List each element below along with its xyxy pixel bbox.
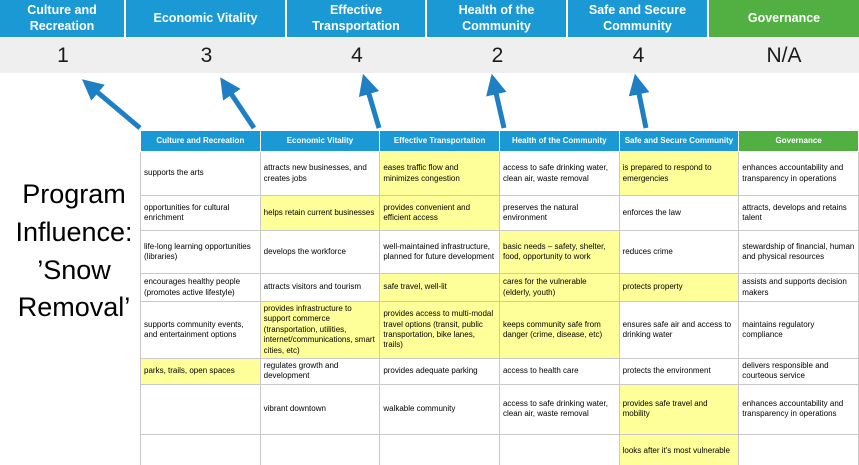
arrow-icon (81, 79, 142, 130)
matrix-header-row: Culture and Recreation Economic Vitality E… (140, 130, 859, 152)
table-cell: provides infrastructure to support comme… (259, 301, 381, 359)
table-row: parks, trails, open spaces regulates grow… (140, 357, 859, 385)
table-cell: provides adequate parking (379, 357, 500, 385)
influence-matrix: Culture and Recreation Economic Vitality E… (140, 130, 859, 465)
table-cell: attracts, develops and retains talent (738, 195, 859, 231)
table-cell: provides safe travel and mobility (618, 383, 740, 435)
table-cell (738, 433, 859, 465)
table-cell: vibrant downtown (259, 383, 381, 435)
table-cell: attracts visitors and tourism (259, 273, 381, 302)
table-cell: protects property (618, 273, 740, 302)
table-row: encourages healthy people (promotes acti… (140, 273, 859, 302)
table-cell: stewardship of financial, human and phys… (738, 230, 859, 274)
table-cell (140, 433, 261, 465)
summary-score-2: 4 (351, 43, 363, 67)
table-row: vibrant downtown walkable community access… (140, 383, 859, 435)
table-cell: regulates growth and development (259, 357, 381, 385)
matrix-header-2: Effective Transportation (379, 130, 500, 152)
table-cell: is prepared to respond to emergencies (618, 151, 740, 196)
table-row: supports the arts attracts new businesses… (140, 151, 859, 196)
table-cell: eases traffic flow and minimizes congest… (379, 151, 500, 196)
table-cell: maintains regulatory compliance (738, 301, 859, 359)
table-cell: keeps community safe from danger (crime,… (498, 301, 620, 359)
table-cell: provides access to multi-modal travel op… (379, 301, 500, 359)
table-cell: preserves the natural environment (498, 195, 620, 231)
table-cell: parks, trails, open spaces (140, 357, 261, 385)
summary-header-2: Effective Transportation (287, 0, 427, 37)
table-cell: looks after it's most vulnerable (618, 433, 740, 465)
table-cell (140, 383, 261, 435)
summary-score-3: 2 (491, 43, 504, 67)
table-cell: encourages healthy people (promotes acti… (140, 273, 261, 302)
arrow-icon (628, 73, 650, 129)
table-cell: enforces the law (618, 195, 740, 231)
table-cell: supports community events, and entertain… (140, 301, 261, 359)
table-row: opportunities for cultural enrichment hel… (140, 195, 859, 231)
table-cell: attracts new businesses, and creates job… (259, 151, 381, 196)
table-cell (498, 433, 620, 465)
table-cell: ensures safe air and access to drinking … (618, 301, 740, 359)
table-cell (379, 433, 500, 465)
matrix-header-0: Culture and Recreation (140, 130, 261, 152)
table-cell: basic needs – safety, shelter, food, opp… (498, 230, 620, 274)
summary-score-0: 1 (57, 43, 69, 67)
table-cell: well-maintained infrastructure, planned … (379, 230, 500, 274)
table-cell: access to safe drinking water, clean air… (498, 383, 620, 435)
table-cell: safe travel, well-lit (379, 273, 500, 302)
summary-score-4: 4 (632, 43, 645, 67)
arrow-icon (358, 73, 382, 129)
table-row: supports community events, and entertain… (140, 301, 859, 359)
table-cell: enhances accountability and transparency… (738, 383, 859, 435)
table-row: life-long learning opportunities (librar… (140, 230, 859, 274)
matrix-header-1: Economic Vitality (259, 130, 381, 152)
table-cell: access to safe drinking water, clean air… (498, 151, 620, 196)
table-cell: enhances accountability and transparency… (738, 151, 859, 196)
summary-header-row: Culture and Recreation Economic Vitality E… (0, 0, 859, 37)
table-cell: assists and supports decision makers (738, 273, 859, 302)
table-cell: supports the arts (140, 151, 261, 196)
summary-header-0: Culture and Recreation (0, 0, 126, 37)
table-cell: delivers responsible and courteous servi… (738, 357, 859, 385)
summary-score-5: N/A (766, 43, 802, 67)
table-cell: walkable community (379, 383, 500, 435)
matrix-header-3: Health of the Community (498, 130, 620, 152)
table-cell: cares for the vulnerable (elderly, youth… (498, 273, 620, 302)
table-cell: provides convenient and efficient access (379, 195, 500, 231)
matrix-header-4: Safe and Secure Community (618, 130, 740, 152)
table-cell: protects the environment (618, 357, 740, 385)
arrow-icon (486, 73, 507, 129)
summary-score-row: 1 3 4 2 4 N/A (0, 38, 859, 73)
table-row: looks after it's most vulnerable (140, 433, 859, 465)
arrow-icon (220, 77, 257, 130)
table-cell: opportunities for cultural enrichment (140, 195, 261, 231)
matrix-body: supports the arts attracts new businesses… (140, 151, 859, 465)
summary-header-5: Governance (709, 0, 859, 37)
table-cell: helps retain current businesses (259, 195, 381, 231)
table-cell: develops the workforce (259, 230, 381, 274)
influence-arrows (81, 73, 650, 130)
matrix-header-5: Governance (738, 130, 859, 152)
summary-header-1: Economic Vitality (126, 0, 287, 37)
program-influence-label: Program Influence: ’Snow Removal’ (15, 179, 133, 323)
table-cell: reduces crime (618, 230, 740, 274)
table-cell: access to health care (498, 357, 620, 385)
table-cell: life-long learning opportunities (librar… (140, 230, 261, 274)
summary-score-1: 3 (200, 43, 213, 67)
summary-header-4: Safe and Secure Community (568, 0, 709, 37)
table-cell (259, 433, 381, 465)
summary-header-3: Health of the Community (427, 0, 568, 37)
